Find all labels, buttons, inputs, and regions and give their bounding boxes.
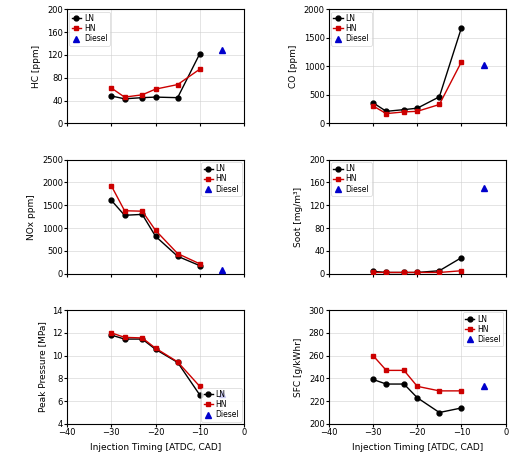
X-axis label: Injection Timing [ATDC, CAD]: Injection Timing [ATDC, CAD] <box>90 443 221 452</box>
Legend: LN, HN, Diesel: LN, HN, Diesel <box>201 388 241 422</box>
Y-axis label: HC [ppm]: HC [ppm] <box>33 45 41 88</box>
X-axis label: Injection Timing [ATDC, CAD]: Injection Timing [ATDC, CAD] <box>351 443 483 452</box>
Y-axis label: NOx ppm]: NOx ppm] <box>27 194 36 240</box>
Y-axis label: CO [ppm]: CO [ppm] <box>289 45 298 88</box>
Y-axis label: Soot [mg/m³]: Soot [mg/m³] <box>294 187 303 247</box>
Legend: LN, HN, Diesel: LN, HN, Diesel <box>201 162 241 196</box>
Y-axis label: Peak Pressure [MPa]: Peak Pressure [MPa] <box>38 322 47 413</box>
Legend: LN, HN, Diesel: LN, HN, Diesel <box>331 12 372 46</box>
Legend: LN, HN, Diesel: LN, HN, Diesel <box>331 162 372 196</box>
Legend: LN, HN, Diesel: LN, HN, Diesel <box>463 312 504 346</box>
Y-axis label: SFC [g/kWhr]: SFC [g/kWhr] <box>294 337 303 397</box>
Legend: LN, HN, Diesel: LN, HN, Diesel <box>69 12 110 46</box>
